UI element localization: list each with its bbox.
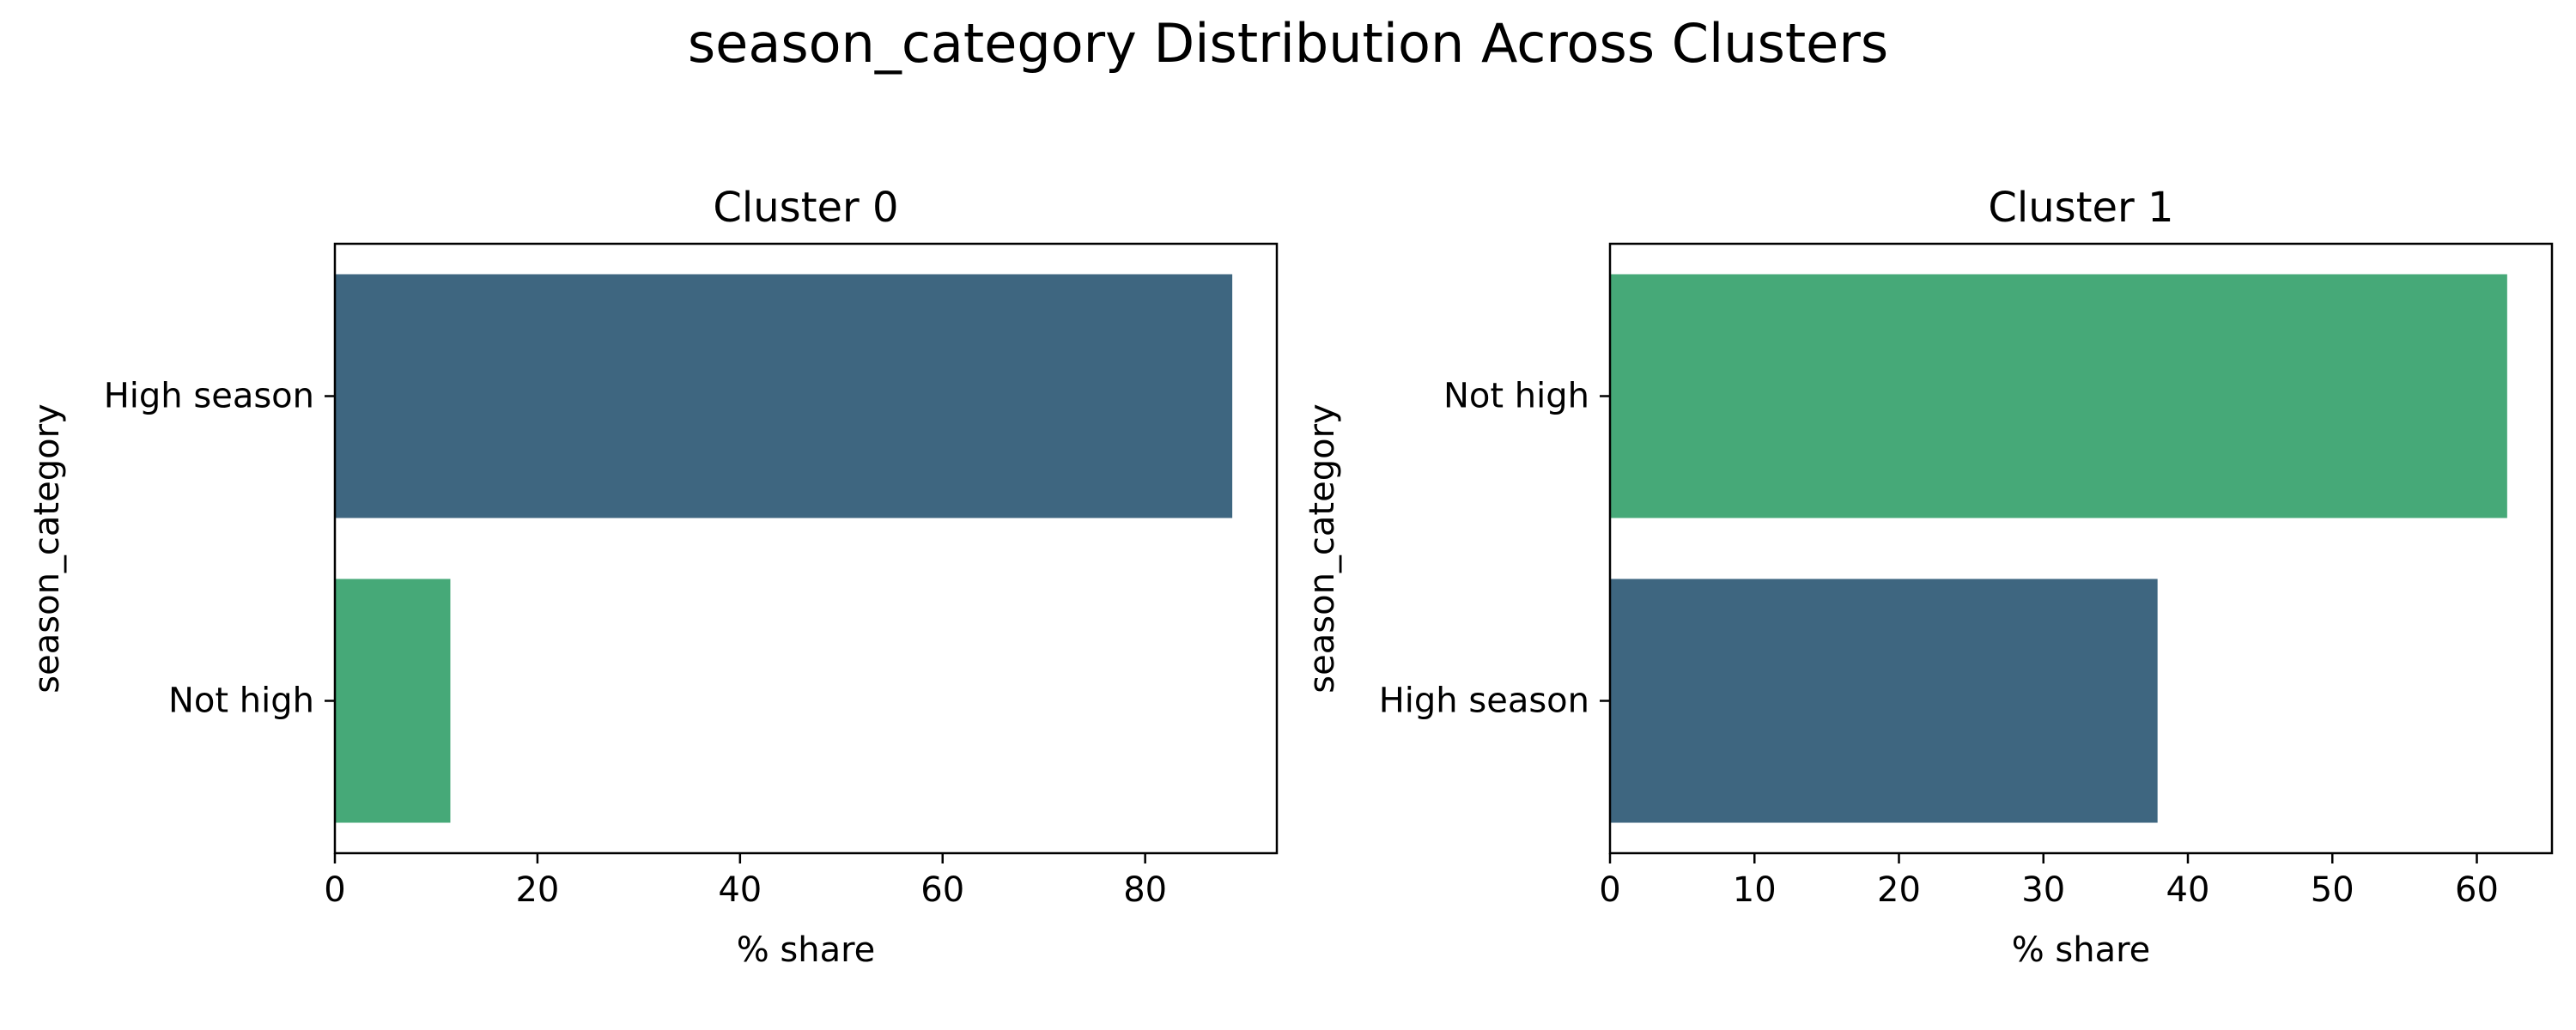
axes-frame xyxy=(1608,242,2554,855)
y-tick-label: Not high xyxy=(168,682,314,721)
y-tick-label: High season xyxy=(104,377,314,416)
y-tick-label: Not high xyxy=(1443,377,1589,416)
x-axis-label: % share xyxy=(737,930,876,970)
bar-not-high xyxy=(335,579,451,823)
x-tick-label: 40 xyxy=(718,870,762,910)
x-tick-label: 20 xyxy=(515,870,559,910)
y-axis-label: season_category xyxy=(27,403,67,693)
x-tick-label: 40 xyxy=(2166,870,2210,910)
x-tick-label: 20 xyxy=(1877,870,1921,910)
y-axis-label: season_category xyxy=(1303,403,1342,693)
x-tick-label: 80 xyxy=(1123,870,1167,910)
x-tick-label: 0 xyxy=(1599,870,1620,910)
cluster-1-panel: Not high High season 0 10 20 30 40 50 60 % share s… xyxy=(1303,184,2554,970)
x-tick-label: 60 xyxy=(2455,870,2499,910)
x-axis-label: % share xyxy=(2012,930,2151,970)
axes-frame xyxy=(333,242,1279,855)
x-tick-label: 60 xyxy=(920,870,964,910)
bar-high-season xyxy=(335,274,1233,518)
x-tick-label: 50 xyxy=(2311,870,2354,910)
x-tick-label: 10 xyxy=(1733,870,1777,910)
x-tick-label: 0 xyxy=(324,870,345,910)
panel-title: Cluster 1 xyxy=(1988,184,2173,232)
figure-title: season_category Distribution Across Clus… xyxy=(687,12,1889,75)
panel-title: Cluster 0 xyxy=(713,184,898,232)
bar-not-high xyxy=(1610,274,2507,518)
y-tick-label: High season xyxy=(1379,682,1589,721)
bar-high-season xyxy=(1610,579,2158,823)
x-tick-label: 30 xyxy=(2021,870,2065,910)
cluster-0-panel: High season Not high 0 20 40 60 80 % share seaso… xyxy=(27,184,1279,970)
